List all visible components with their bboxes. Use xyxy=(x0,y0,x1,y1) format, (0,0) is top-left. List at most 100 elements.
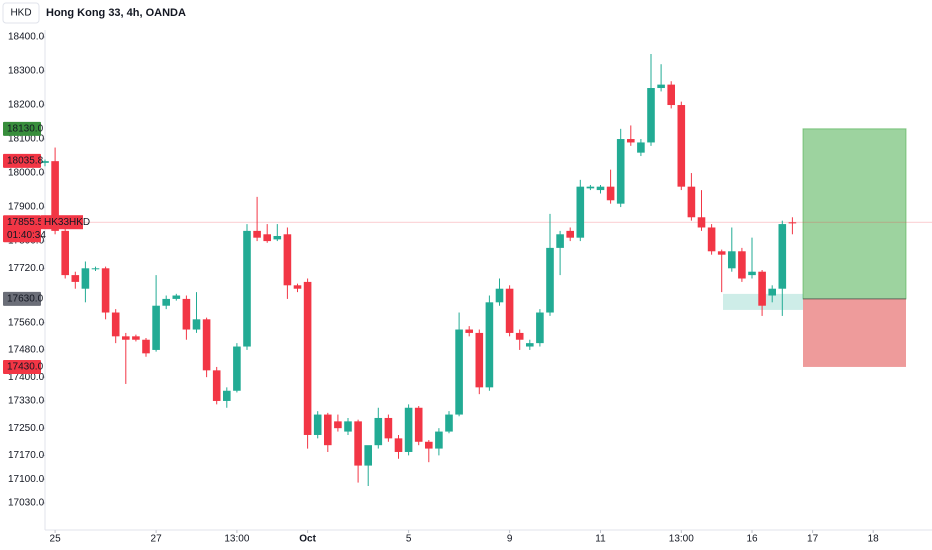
y-tick-label: 18200.0 xyxy=(8,100,45,111)
price-badge-label: 18130.0 xyxy=(7,123,44,134)
price-badge-label: 17430.0 xyxy=(7,362,44,373)
candle-body xyxy=(566,230,574,238)
candle-body xyxy=(81,268,90,289)
candle-body xyxy=(445,414,453,432)
candle-body xyxy=(687,186,696,218)
candle-body xyxy=(344,421,352,432)
candle-body xyxy=(738,251,746,279)
candle-body xyxy=(61,230,69,276)
candle-body xyxy=(677,105,686,187)
x-tick-label: 11 xyxy=(595,534,606,545)
profit-zone xyxy=(802,128,907,300)
candle-body xyxy=(142,339,150,354)
candle-body xyxy=(202,319,211,371)
candle-body xyxy=(475,332,484,388)
x-tick-label: 13:00 xyxy=(669,534,694,545)
candle-body xyxy=(546,247,554,313)
candle-body xyxy=(212,370,221,401)
y-tick-label: 17030.0 xyxy=(8,498,45,509)
loss-zone xyxy=(803,298,906,367)
y-tick-label: 17480.0 xyxy=(8,345,45,356)
currency[interactable]: HKD xyxy=(10,8,31,19)
currency-box[interactable] xyxy=(2,2,40,24)
candle-body xyxy=(414,407,423,442)
price-badge xyxy=(3,121,41,136)
y-tick-label: 17170.0 xyxy=(8,450,45,461)
candle-body xyxy=(374,417,383,446)
candle-body xyxy=(243,230,251,347)
x-tick-label: 17 xyxy=(807,534,819,545)
y-tick-label: 17720.0 xyxy=(8,263,45,274)
candle-body xyxy=(707,227,716,252)
x-tick-label: 25 xyxy=(50,534,62,545)
candle-body xyxy=(273,235,282,240)
candle-body xyxy=(465,329,473,333)
candle-body xyxy=(616,139,625,204)
candle-body xyxy=(576,186,585,238)
candle-body xyxy=(728,251,736,269)
price-badge xyxy=(3,215,41,243)
y-tick-label: 17250.0 xyxy=(8,423,45,434)
candle-body xyxy=(536,312,544,344)
candle-body xyxy=(556,234,564,248)
price-badge-label: 17855.5 xyxy=(7,217,44,228)
candle-body xyxy=(324,414,332,446)
candle-body xyxy=(717,251,726,255)
candle-body xyxy=(172,295,181,299)
y-tick-label: 17100.0 xyxy=(8,474,45,485)
y-tick-label: 17900.0 xyxy=(8,202,45,213)
candle-body xyxy=(657,84,665,89)
price-badge-label: 01:40:34 xyxy=(7,230,46,241)
y-tick-label: 17330.0 xyxy=(8,396,45,407)
y-tick-label: 18000.0 xyxy=(8,168,45,179)
candle-body xyxy=(667,84,675,106)
candle-body xyxy=(526,343,534,347)
candle-body xyxy=(122,336,130,340)
candle-body xyxy=(455,329,463,415)
symbol-badge xyxy=(41,215,83,230)
candle-body xyxy=(505,288,514,333)
candle-body xyxy=(223,390,231,401)
candle-body xyxy=(586,186,595,189)
y-tick-label: 18400.0 xyxy=(8,32,45,43)
x-tick-label: 16 xyxy=(746,534,758,545)
candle-body xyxy=(132,336,140,340)
candle-body xyxy=(768,288,776,296)
x-tick-label: 5 xyxy=(406,534,412,545)
candle-body xyxy=(606,186,615,201)
x-tick-label: 13:00 xyxy=(224,534,249,545)
candle-body xyxy=(425,441,433,449)
y-tick-label: 18100.0 xyxy=(8,134,45,145)
candle-body xyxy=(354,421,362,466)
candle-body xyxy=(788,222,797,224)
price-badge-label: 17630.0 xyxy=(7,294,44,305)
candle-body xyxy=(101,268,110,313)
candle-body xyxy=(233,346,241,391)
candle-body xyxy=(71,275,80,282)
candle-body xyxy=(394,438,403,452)
candle-body xyxy=(182,298,191,330)
candle-body xyxy=(293,285,302,289)
y-tick-label: 18300.0 xyxy=(8,66,45,77)
candle-body xyxy=(435,431,443,449)
candle-body xyxy=(495,288,504,303)
x-tick-label: 18 xyxy=(868,534,880,545)
candle-body xyxy=(313,414,322,435)
candle-body xyxy=(162,298,170,306)
candle-body xyxy=(41,161,49,163)
candle-body xyxy=(485,302,494,388)
candle-body xyxy=(111,312,120,337)
symbol-label: HK33HKD xyxy=(44,217,90,228)
candle-body xyxy=(384,417,393,439)
candle-body xyxy=(283,234,292,286)
price-badge xyxy=(3,291,41,306)
candle-body xyxy=(334,421,342,429)
candle-body xyxy=(627,139,635,143)
x-tick-label: 27 xyxy=(151,534,163,545)
x-tick-label: Oct xyxy=(299,534,316,545)
candle-body xyxy=(253,230,261,238)
price-badge xyxy=(3,359,41,374)
candle-body xyxy=(152,305,160,350)
